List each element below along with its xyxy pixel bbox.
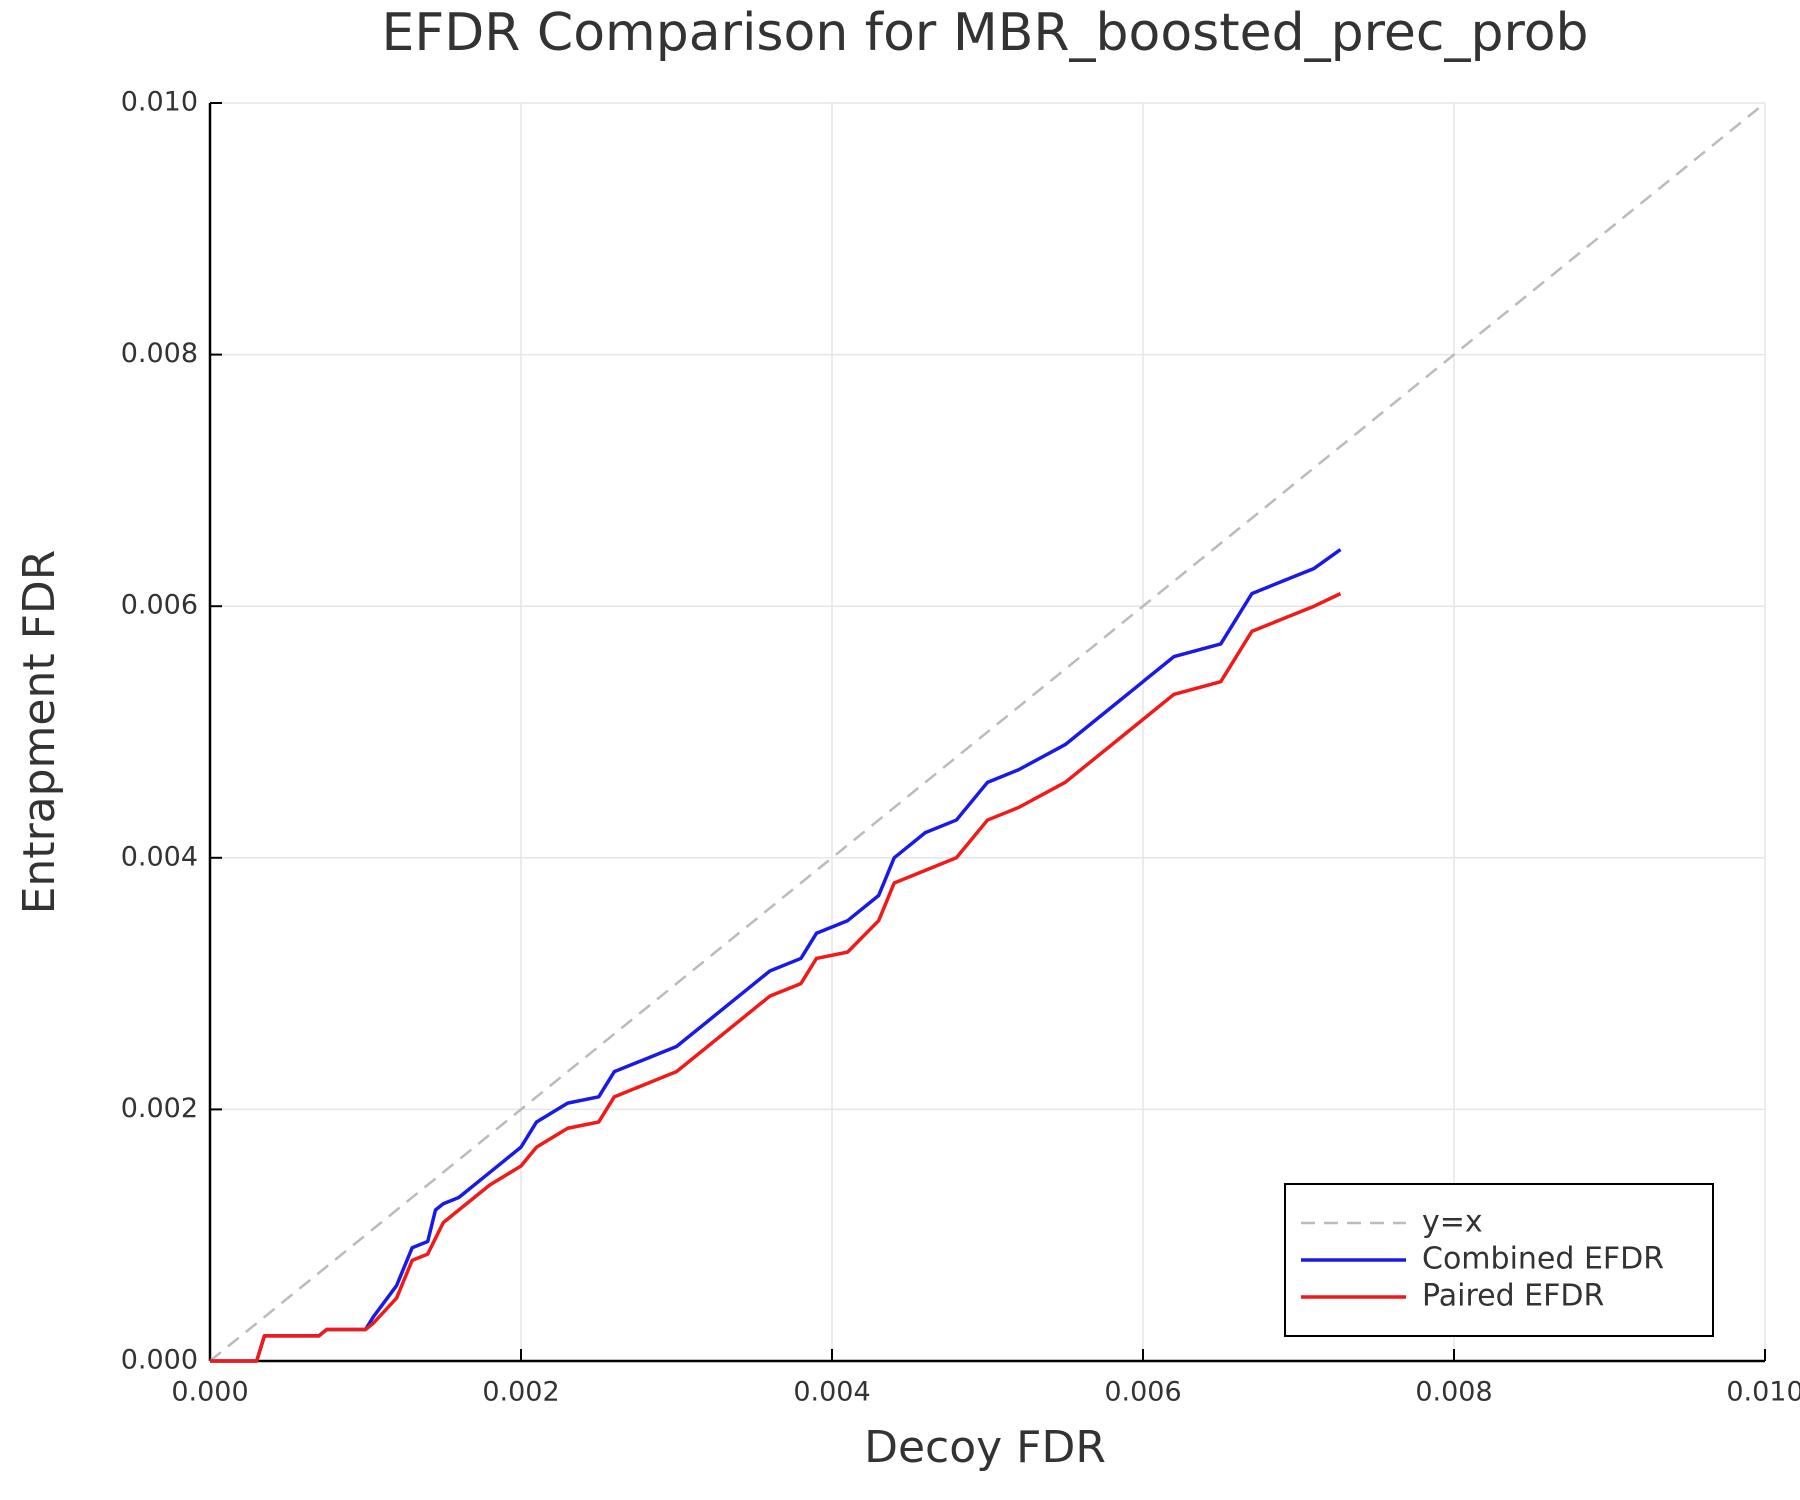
x-tick-label: 0.006 — [1104, 1377, 1181, 1408]
y-tick-label: 0.000 — [121, 1345, 198, 1376]
x-axis-label: Decoy FDR — [864, 1422, 1106, 1473]
y-axis-label: Entrapment FDR — [14, 550, 65, 915]
y-tick-label: 0.006 — [121, 590, 198, 621]
y-tick-label: 0.010 — [121, 87, 198, 118]
legend-label: Paired EFDR — [1422, 1279, 1604, 1314]
x-tick-label: 0.008 — [1415, 1377, 1492, 1408]
series-line — [210, 592, 1342, 1363]
x-tick-label: 0.002 — [482, 1377, 559, 1408]
series-line — [210, 548, 1342, 1363]
y-tick-label: 0.008 — [121, 338, 198, 369]
series-line — [209, 102, 1766, 1362]
x-tick-label: 0.010 — [1726, 1377, 1800, 1408]
legend-label: Combined EFDR — [1422, 1242, 1664, 1277]
y-tick-label: 0.002 — [121, 1093, 198, 1124]
y-tick-label: 0.004 — [121, 841, 198, 872]
legend-label: y=x — [1422, 1205, 1483, 1240]
x-tick-label: 0.004 — [793, 1377, 870, 1408]
chart-title: EFDR Comparison for MBR_boosted_prec_pro… — [381, 3, 1588, 63]
x-tick-label: 0.000 — [171, 1377, 248, 1408]
